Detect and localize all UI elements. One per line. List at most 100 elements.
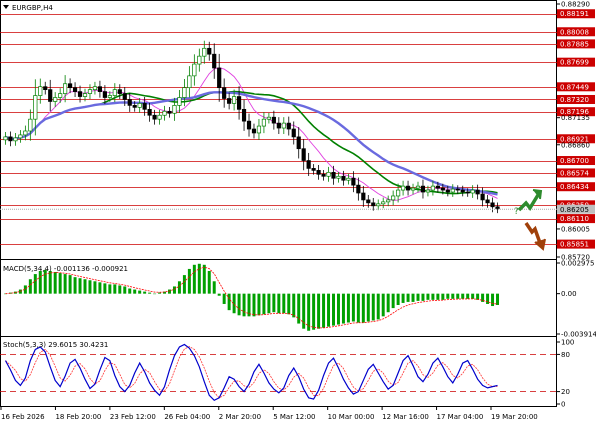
- candle-body: [386, 199, 391, 203]
- macd-bar: [182, 275, 186, 294]
- candle-body: [236, 96, 242, 110]
- macd-bar: [416, 293, 420, 301]
- macd-bar: [371, 293, 375, 321]
- macd-bar: [58, 273, 62, 294]
- macd-bar: [207, 270, 211, 294]
- macd-bar: [366, 293, 370, 322]
- candle-body: [127, 99, 132, 106]
- stoch-label: Stoch(5,3,3) 29.6015 30.4231: [3, 341, 108, 349]
- time-axis-label: 18 Feb 20:00: [55, 413, 101, 421]
- candle-body: [306, 160, 311, 169]
- macd-bar: [287, 293, 291, 315]
- candle-body: [152, 114, 157, 120]
- arrow-down-icon: [524, 222, 542, 244]
- macd-bar: [222, 293, 226, 304]
- macd-axis-label: 0.002975: [561, 260, 594, 268]
- macd-bar: [128, 288, 132, 294]
- candle-body: [445, 189, 450, 193]
- macd-bar: [43, 269, 47, 294]
- candle-body: [68, 83, 73, 89]
- candle-body: [212, 53, 217, 69]
- stoch-levels: [0, 353, 557, 393]
- candle-body: [291, 128, 296, 138]
- candle-body: [97, 86, 103, 92]
- macd-bar: [202, 264, 206, 294]
- price-axis-tag: [557, 156, 595, 166]
- price-axis-label: 0.87135: [561, 114, 590, 122]
- moving-averages: [5, 67, 498, 201]
- candle-body: [43, 86, 48, 90]
- current-price-tag: [557, 204, 595, 214]
- candle-body: [3, 136, 8, 141]
- macd-bar: [177, 281, 181, 294]
- macd-bar: [143, 291, 147, 294]
- macd-bar: [158, 292, 162, 294]
- macd-bar: [426, 293, 430, 300]
- candle-body: [485, 199, 490, 204]
- candle-body: [117, 89, 122, 94]
- candle-body: [23, 130, 28, 136]
- symbol-header[interactable]: EURGBP,H4: [3, 4, 53, 12]
- price-axis-label: 0.87699: [560, 59, 589, 67]
- candle-body: [137, 103, 142, 108]
- candle-body: [425, 189, 431, 193]
- candle-body: [475, 189, 480, 195]
- macd-bar: [451, 293, 455, 299]
- symbol-title: EURGBP,H4: [12, 4, 53, 12]
- macd-bar: [28, 279, 32, 294]
- macd-bar: [38, 270, 42, 294]
- macd-bar: [292, 293, 296, 318]
- triangle-down-icon[interactable]: [3, 5, 9, 9]
- price-axis-tag: [557, 214, 595, 224]
- macd-bar: [396, 293, 400, 305]
- resistance-lines: [0, 14, 557, 245]
- macd-bar: [148, 292, 152, 294]
- stoch-axis-label: 100: [561, 339, 574, 347]
- macd-bar: [262, 293, 266, 315]
- candle-body: [415, 185, 421, 189]
- candle-body: [336, 175, 341, 179]
- macd-bar: [456, 293, 460, 299]
- candle-body: [405, 185, 411, 191]
- macd-bar: [237, 293, 241, 316]
- macd-bar: [267, 293, 271, 314]
- stoch-axis: 100 80 20 0: [557, 339, 574, 409]
- candle-body: [18, 134, 23, 139]
- macd-bar: [481, 293, 485, 302]
- candle-body: [48, 89, 53, 102]
- price-axis-tag: [557, 239, 595, 249]
- macd-bar: [257, 293, 261, 316]
- macd-bar: [322, 293, 326, 328]
- price-axis-label: 0.86700: [560, 157, 589, 165]
- price-axis-label: 0.86860: [561, 141, 590, 149]
- macd-bar: [307, 293, 311, 331]
- macd-bar: [242, 293, 246, 317]
- candle-body: [286, 122, 291, 130]
- arrow-up-icon: [517, 194, 540, 212]
- price-axis-label: 0.87320: [560, 96, 589, 104]
- candle-body: [172, 105, 177, 114]
- candle-body: [391, 195, 396, 201]
- macd-histogram: [3, 263, 500, 331]
- macd-label: MACD(5,34,4) -0.001136 -0.000921: [3, 265, 128, 273]
- candle-body: [396, 189, 401, 197]
- candle-body: [351, 177, 356, 186]
- candle-body: [440, 187, 445, 191]
- time-axis-label: 26 Feb 04:00: [164, 413, 210, 421]
- time-axis: 16 Feb 2026 18 Feb 20:00 23 Feb 12:00 26 Fe…: [0, 406, 538, 421]
- candle-body: [222, 87, 227, 99]
- candle-body: [246, 120, 252, 130]
- candle-body: [381, 201, 386, 205]
- price-axis-label: 0.86005: [561, 225, 590, 233]
- candle-body: [301, 148, 306, 161]
- price-axis-tag: [557, 39, 595, 49]
- candle-body: [38, 86, 43, 96]
- candle-body: [465, 191, 470, 194]
- candle-body: [147, 108, 152, 116]
- candle-body: [480, 193, 485, 201]
- macd-bar: [411, 293, 415, 302]
- candle-body: [112, 89, 117, 96]
- price-axis-tag: [557, 94, 595, 104]
